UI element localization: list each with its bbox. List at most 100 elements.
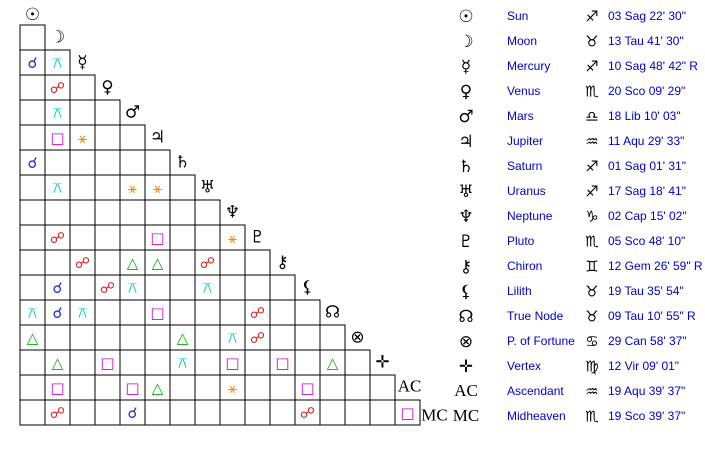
grid-cell bbox=[294, 324, 321, 351]
aspect-symbol: ☍ bbox=[300, 404, 315, 422]
point-glyph: ⚸ bbox=[460, 282, 472, 302]
grid-cell bbox=[194, 299, 221, 326]
aspect-symbol: ☌ bbox=[52, 304, 62, 322]
aspect-symbol: □ bbox=[300, 379, 314, 397]
aspect-symbol: ⚻ bbox=[53, 54, 63, 72]
grid-header-glyph: MC bbox=[421, 405, 447, 424]
point-position: 19 Tau 35' 54" bbox=[608, 284, 684, 298]
grid-cell bbox=[369, 374, 396, 401]
grid-cell bbox=[144, 274, 171, 301]
aspect-symbol: ☍ bbox=[250, 304, 265, 322]
grid-cell bbox=[69, 99, 96, 126]
aspect-symbol: □ bbox=[50, 129, 64, 147]
grid-cell bbox=[194, 224, 221, 251]
grid-header-glyph: ♅ bbox=[200, 178, 215, 198]
sign-glyph: ♏ bbox=[585, 408, 599, 426]
point-glyph: AC bbox=[454, 381, 478, 400]
aspect-symbol: △ bbox=[152, 379, 164, 397]
aspect-symbol: △ bbox=[177, 329, 189, 347]
grid-cell bbox=[44, 349, 71, 376]
grid-cell bbox=[219, 299, 246, 326]
grid-cell bbox=[194, 249, 221, 276]
grid-cell bbox=[19, 199, 46, 226]
grid-cell bbox=[19, 174, 46, 201]
grid-cell bbox=[94, 124, 121, 151]
grid-cell bbox=[94, 149, 121, 176]
sign-glyph: ♉ bbox=[585, 283, 598, 301]
grid-header-glyph: ☽ bbox=[50, 28, 65, 48]
grid-header-glyph: ⚸ bbox=[301, 278, 313, 298]
grid-header-glyph: ♄ bbox=[175, 153, 190, 173]
grid-cell bbox=[69, 324, 96, 351]
grid-cell bbox=[119, 324, 146, 351]
point-position: 12 Vir 09' 01" bbox=[608, 359, 679, 373]
grid-cell bbox=[344, 374, 371, 401]
point-position: 02 Cap 15' 02" bbox=[608, 209, 687, 223]
grid-cell bbox=[319, 324, 346, 351]
sign-glyph: ♍ bbox=[585, 358, 598, 376]
point-glyph: MC bbox=[453, 406, 479, 425]
grid-cell bbox=[94, 374, 121, 401]
grid-cell bbox=[219, 249, 246, 276]
grid-cell bbox=[94, 174, 121, 201]
aspect-symbol: □ bbox=[400, 404, 414, 422]
aspect-symbol: ☍ bbox=[100, 279, 115, 297]
point-name: Uranus bbox=[507, 184, 546, 198]
sign-glyph: ♉ bbox=[585, 308, 598, 326]
grid-cell bbox=[269, 374, 296, 401]
point-position: 05 Sco 48' 10" bbox=[608, 234, 685, 248]
aspect-symbol: △ bbox=[327, 354, 339, 372]
aspect-symbol: ⚹ bbox=[128, 179, 137, 197]
aspect-symbol: ☌ bbox=[27, 54, 37, 72]
sign-glyph: ♒ bbox=[585, 383, 598, 401]
grid-cell bbox=[19, 324, 46, 351]
grid-cell bbox=[119, 349, 146, 376]
point-position: 19 Aqu 39' 37" bbox=[608, 384, 685, 398]
grid-cell bbox=[194, 374, 221, 401]
grid-cell bbox=[19, 249, 46, 276]
grid-cell bbox=[369, 399, 396, 426]
grid-cell bbox=[94, 224, 121, 251]
aspect-symbol: □ bbox=[225, 354, 239, 372]
aspect-symbol: ☍ bbox=[50, 229, 65, 247]
aspect-symbol: ⚹ bbox=[153, 179, 162, 197]
point-glyph: ⚷ bbox=[460, 257, 472, 277]
point-position: 17 Sag 18' 41" bbox=[608, 184, 686, 198]
point-position: 10 Sag 48' 42" R bbox=[608, 59, 698, 73]
sign-glyph: ♐ bbox=[585, 183, 598, 201]
point-name: Mercury bbox=[507, 59, 550, 73]
grid-cell bbox=[19, 399, 46, 426]
grid-cell bbox=[294, 349, 321, 376]
sign-glyph: ♐ bbox=[585, 8, 598, 26]
grid-cell bbox=[244, 374, 271, 401]
point-name: Ascendant bbox=[507, 384, 564, 398]
aspect-symbol: ⚹ bbox=[228, 379, 237, 397]
grid-cell bbox=[119, 274, 146, 301]
grid-cell bbox=[94, 324, 121, 351]
grid-header-glyph: ☊ bbox=[325, 303, 340, 323]
point-glyph: ☿ bbox=[461, 57, 471, 77]
grid-cell bbox=[44, 399, 71, 426]
aspect-symbol: ☌ bbox=[52, 279, 62, 297]
point-name: P. of Fortune bbox=[507, 334, 575, 348]
aspect-symbol: ⚻ bbox=[128, 279, 138, 297]
aspect-symbol: ⚻ bbox=[78, 304, 88, 322]
grid-cell bbox=[144, 324, 171, 351]
aspect-symbol: ☍ bbox=[50, 404, 65, 422]
grid-cell bbox=[144, 199, 171, 226]
aspect-symbol: □ bbox=[100, 354, 114, 372]
grid-cell bbox=[44, 374, 71, 401]
point-name: True Node bbox=[507, 309, 564, 323]
aspect-symbol: △ bbox=[52, 354, 64, 372]
sign-glyph: ♏ bbox=[585, 83, 599, 101]
grid-cell bbox=[169, 249, 196, 276]
aspect-symbol: ⚻ bbox=[228, 329, 238, 347]
point-name: Neptune bbox=[507, 209, 553, 223]
point-glyph: ♃ bbox=[458, 132, 473, 152]
point-position: 29 Can 58' 37" bbox=[608, 334, 687, 348]
point-position: 12 Gem 26' 59" R bbox=[608, 259, 703, 273]
point-glyph: ⊗ bbox=[459, 332, 473, 352]
grid-cell bbox=[94, 99, 121, 126]
grid-header-glyph: ☉ bbox=[25, 5, 40, 25]
